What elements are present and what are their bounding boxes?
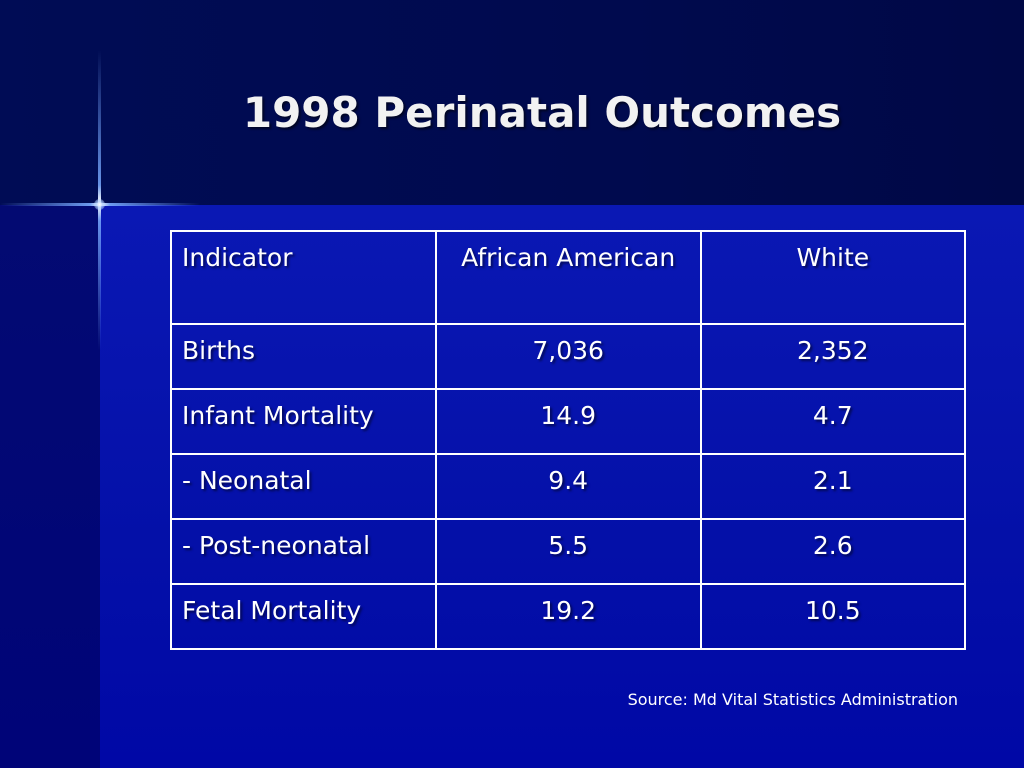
header-indicator: Indicator	[170, 230, 437, 325]
header-white: White	[699, 230, 967, 325]
cell-african-american: 14.9	[434, 388, 702, 455]
row-label: - Neonatal	[170, 453, 437, 520]
sparkle-star-icon	[94, 199, 105, 210]
cell-white: 4.7	[699, 388, 967, 455]
table-row: Infant Mortality 14.9 4.7	[170, 388, 967, 455]
header-african-american: African American	[434, 230, 702, 325]
table-row: Births 7,036 2,352	[170, 323, 967, 390]
table-header-row: Indicator African American White	[170, 230, 967, 325]
cell-african-american: 5.5	[434, 518, 702, 585]
left-band	[0, 205, 100, 768]
table-row: - Neonatal 9.4 2.1	[170, 453, 967, 520]
row-label: Infant Mortality	[170, 388, 437, 455]
source-note: Source: Md Vital Statistics Administrati…	[627, 690, 958, 709]
slide-title: 1998 Perinatal Outcomes	[242, 88, 842, 137]
table-row: Fetal Mortality 19.2 10.5	[170, 583, 967, 650]
row-label: Fetal Mortality	[170, 583, 437, 650]
row-label: - Post-neonatal	[170, 518, 437, 585]
cell-white: 2.6	[699, 518, 967, 585]
cell-white: 2.1	[699, 453, 967, 520]
header-band	[0, 0, 1024, 205]
cell-african-american: 9.4	[434, 453, 702, 520]
cell-white: 10.5	[699, 583, 967, 650]
cell-white: 2,352	[699, 323, 967, 390]
outcomes-table: Indicator African American White Births …	[170, 230, 967, 650]
cell-african-american: 19.2	[434, 583, 702, 650]
cell-african-american: 7,036	[434, 323, 702, 390]
table-row: - Post-neonatal 5.5 2.6	[170, 518, 967, 585]
row-label: Births	[170, 323, 437, 390]
